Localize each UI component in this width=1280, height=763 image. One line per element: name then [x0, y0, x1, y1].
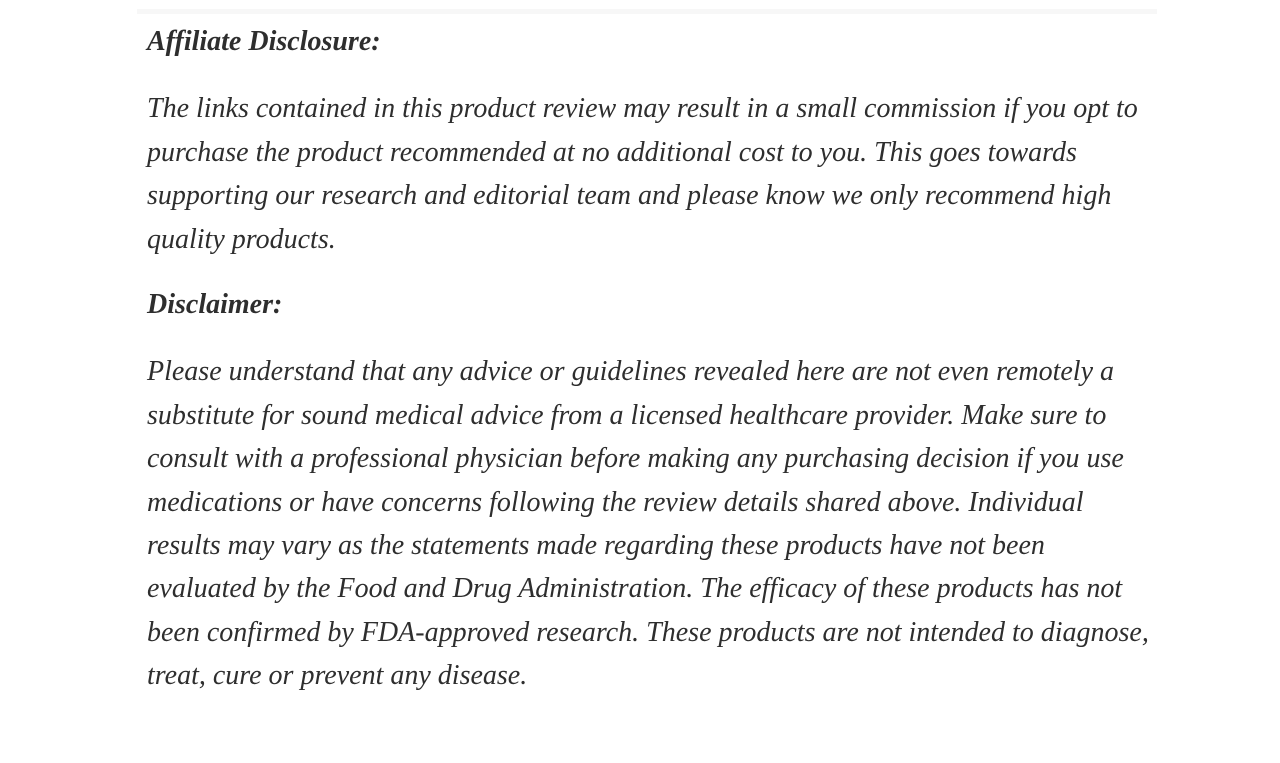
affiliate-disclosure-heading: Affiliate Disclosure: [147, 26, 381, 57]
disclaimer-paragraph: Please understand that any advice or gui… [147, 356, 1149, 692]
disclaimer-heading: Disclaimer: [147, 288, 283, 320]
content-top-divider [137, 9, 1157, 14]
affiliate-disclosure-paragraph: The links contained in this product revi… [147, 93, 1138, 255]
disclosure-article: Affiliate Disclosure: The links containe… [147, 0, 1157, 723]
